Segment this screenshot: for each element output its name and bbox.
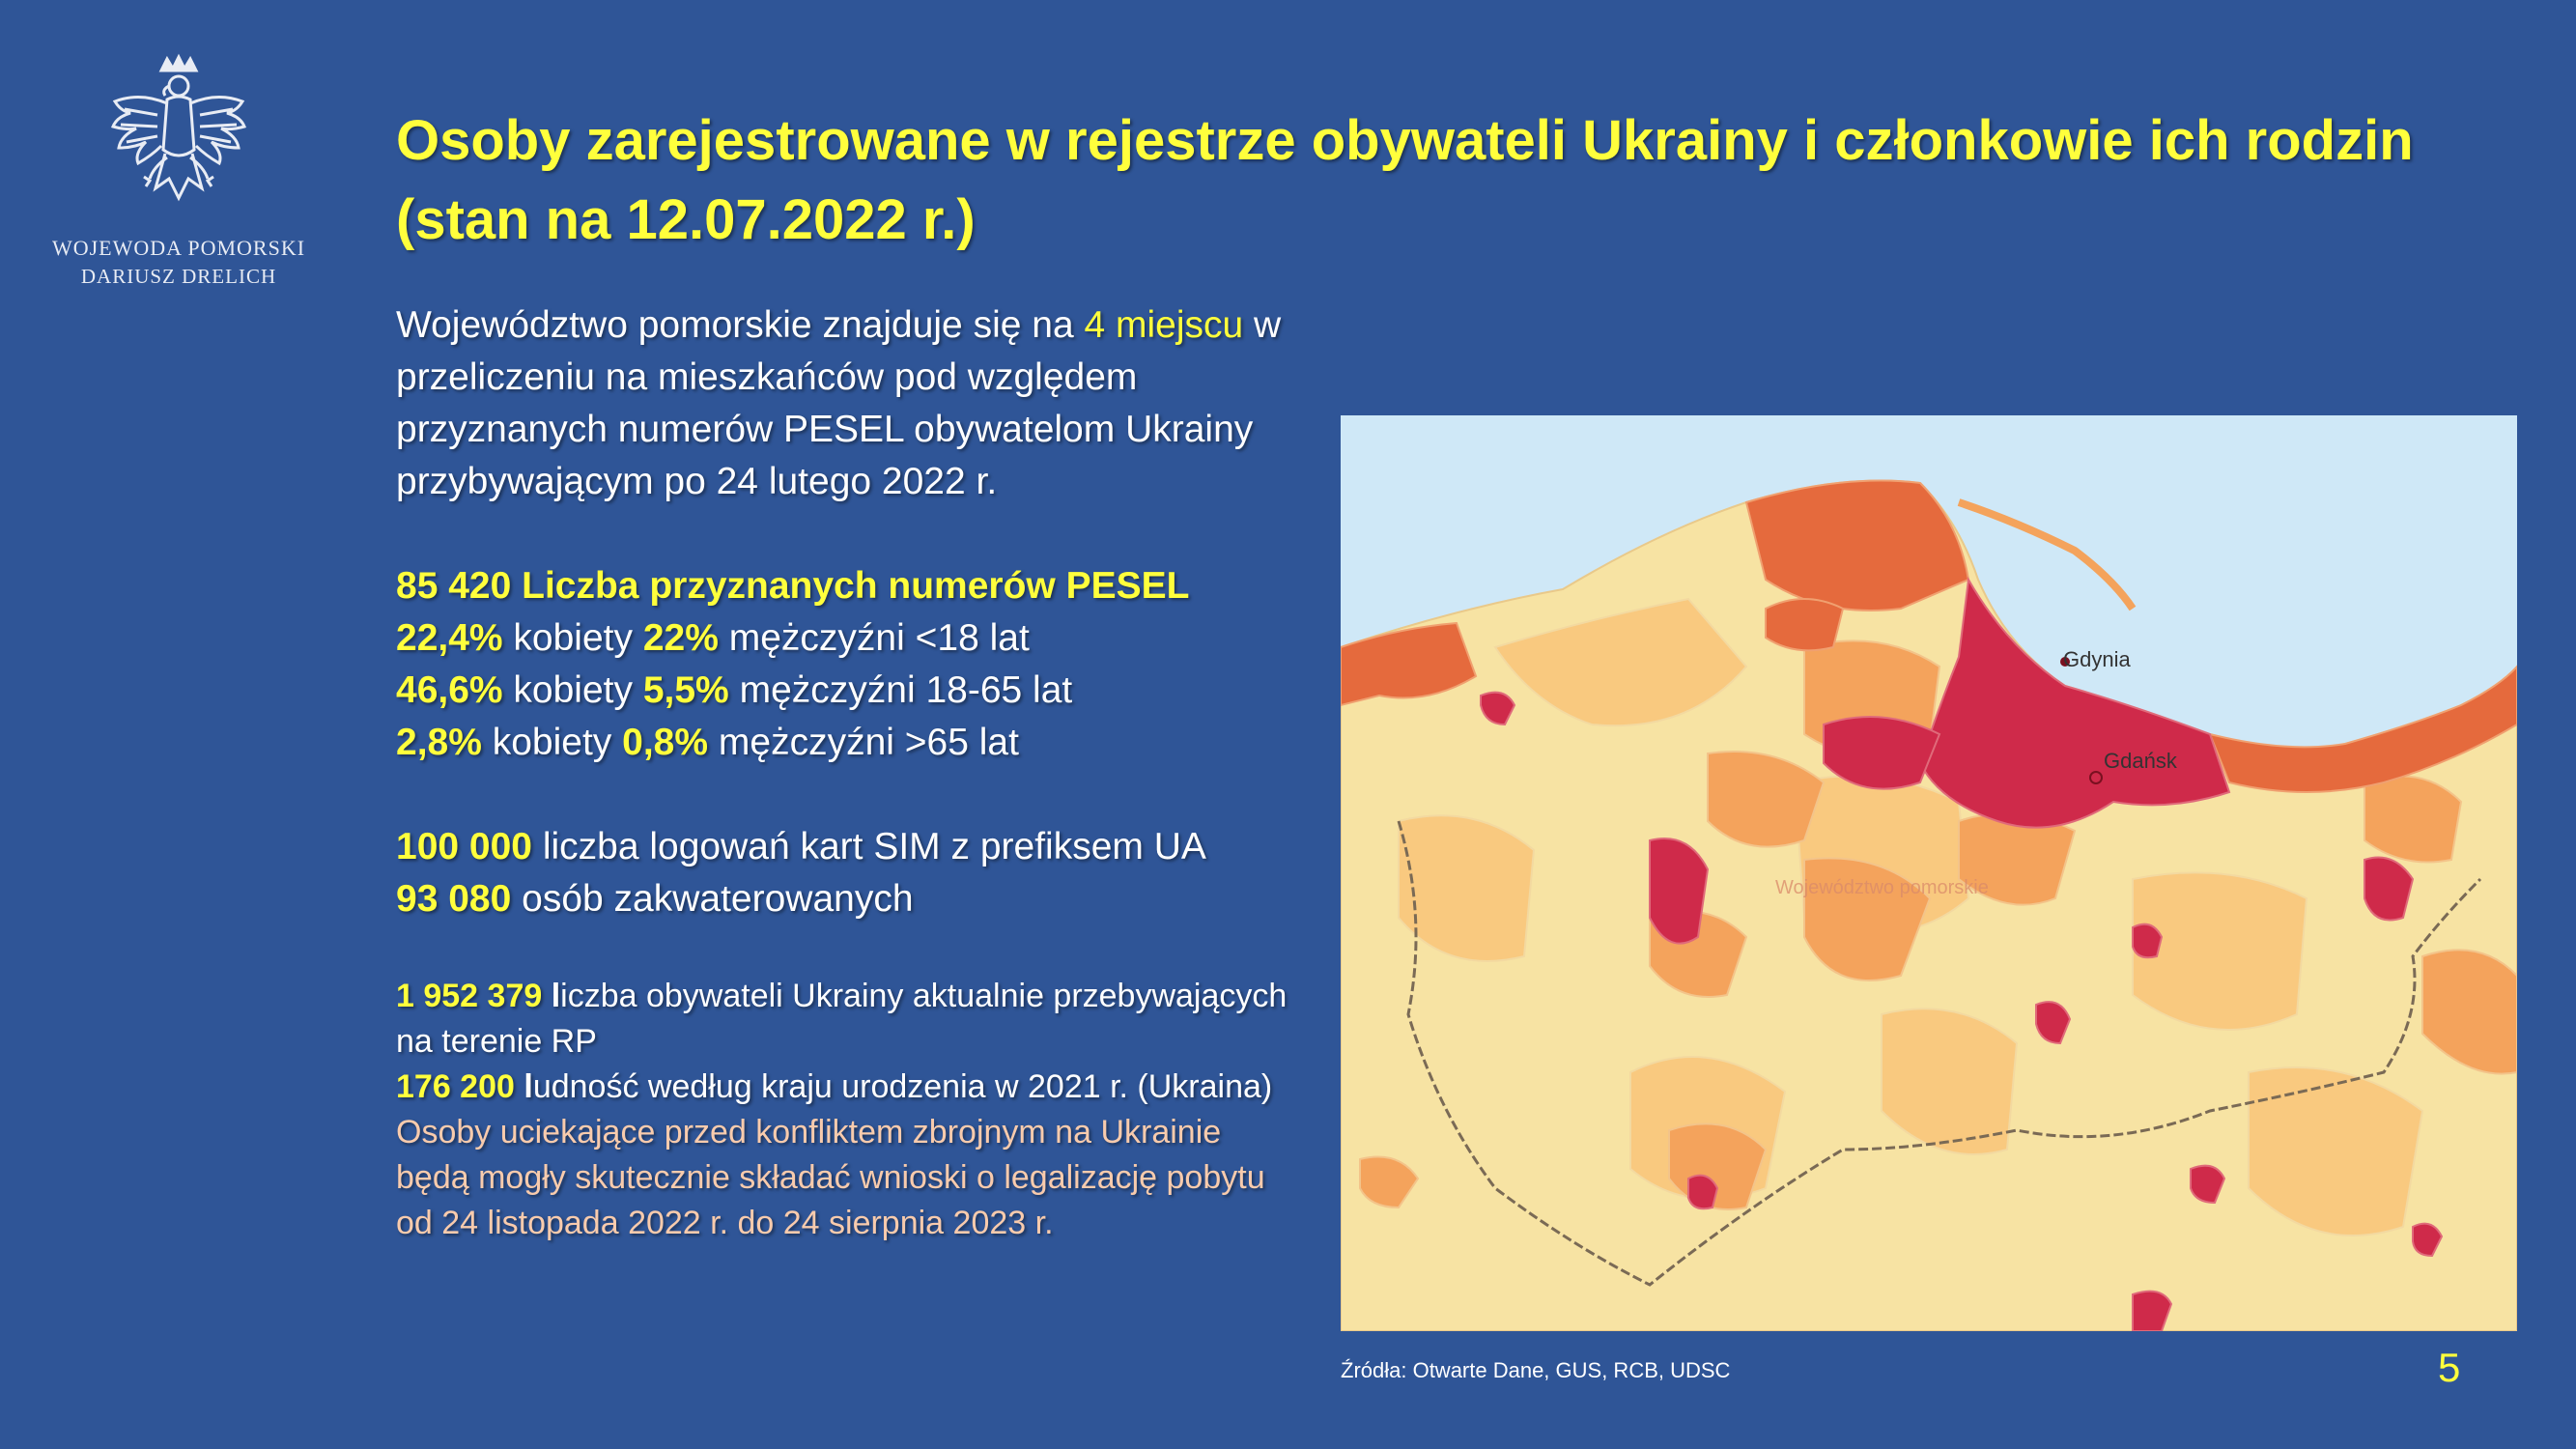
- region-medium: [1359, 1155, 1420, 1209]
- region-medium: [1803, 857, 1932, 981]
- pesel-row-18-65: 46,6% kobiety 5,5% mężczyźni 18-65 lat: [396, 665, 1294, 717]
- intro-paragraph: Województwo pomorskie znajduje się na 4 …: [396, 299, 1294, 508]
- region-highest: [2190, 1164, 2226, 1205]
- sim-label: liczba logowań kart SIM z prefiksem UA: [531, 826, 1206, 867]
- choropleth-map: Gdynia Gdańsk Województwo pomorskie: [1341, 415, 2517, 1331]
- city-label-gdynia: Gdynia: [2063, 647, 2131, 671]
- intro-rank-highlight: 4 miejscu: [1084, 304, 1244, 346]
- region-low: [2132, 871, 2308, 1031]
- census-stat: 176 200 ludność według kraju urodzenia w…: [396, 1065, 1294, 1110]
- slide-title-line1: Osoby zarejestrowane w rejestrze obywate…: [396, 109, 2414, 172]
- women-label: kobiety: [502, 617, 643, 659]
- gdynia-marker: [2060, 657, 2070, 667]
- residents-stat: 1 952 379 liczba obywateli Ukrainy aktua…: [396, 974, 1294, 1065]
- text-column: Województwo pomorskie znajduje się na 4 …: [396, 299, 1294, 1246]
- legalization-note: Osoby uciekające przed konfliktem zbrojn…: [396, 1114, 1265, 1241]
- region-low: [1398, 814, 1536, 962]
- residents-bold-letter: l: [542, 978, 561, 1014]
- women-pct: 22,4%: [396, 617, 503, 659]
- census-value: 176 200: [396, 1068, 515, 1105]
- hel-peninsula: [1957, 498, 2137, 611]
- region-highest: [1649, 838, 1710, 945]
- map-graphic: Gdynia Gdańsk Województwo pomorskie: [1341, 415, 2517, 1331]
- region-highest: [1687, 1174, 1719, 1210]
- men-pct: 22%: [642, 617, 719, 659]
- sim-value: 100 000: [396, 826, 532, 867]
- other-stats: 100 000 liczba logowań kart SIM z prefik…: [396, 821, 1294, 925]
- intro-text-part1: Województwo pomorskie znajduje się na: [396, 304, 1085, 346]
- voivodeship-border: [1397, 820, 2482, 1287]
- slide-title: Osoby zarejestrowane w rejestrze obywate…: [396, 101, 2502, 260]
- sim-stat: 100 000 liczba logowań kart SIM z prefik…: [396, 821, 1294, 873]
- pesel-stats: 85 420 Liczba przyznanych numerów PESEL …: [396, 560, 1294, 769]
- men-label: mężczyźni 18-65 lat: [728, 669, 1073, 711]
- city-label-gdansk: Gdańsk: [2104, 749, 2178, 773]
- region-highest: [1823, 716, 1941, 790]
- region-low: [2248, 1066, 2424, 1236]
- pesel-headline: 85 420 Liczba przyznanych numerów PESEL: [396, 565, 1190, 607]
- housing-stat: 93 080 osób zakwaterowanych: [396, 873, 1294, 925]
- census-bold-letter: l: [514, 1068, 533, 1105]
- polish-eagle-icon: [110, 53, 247, 202]
- region-highest: [1480, 691, 1516, 726]
- region-highest: [2035, 1001, 2072, 1045]
- region-high: [2208, 665, 2517, 793]
- residents-value: 1 952 379: [396, 978, 543, 1014]
- census-label: udność według kraju urodzenia w 2021 r. …: [532, 1068, 1273, 1105]
- logo-title: WOJEWODA POMORSKI: [51, 236, 306, 260]
- region-highest: [2364, 856, 2415, 922]
- housing-value: 93 080: [396, 878, 512, 920]
- region-medium: [1707, 751, 1826, 848]
- region-highest: [2412, 1222, 2444, 1258]
- logo-subtitle: DARIUSZ DRELICH: [80, 265, 277, 288]
- men-pct: 0,8%: [622, 722, 709, 763]
- housing-label: osób zakwaterowanych: [511, 878, 914, 920]
- region-highest: [2132, 923, 2164, 959]
- region-medium: [2364, 775, 2463, 864]
- women-pct: 46,6%: [396, 669, 503, 711]
- intro-text-part2: w przeliczeniu na mieszkańców pod względ…: [396, 304, 1282, 502]
- source-caption: Źródła: Otwarte Dane, GUS, RCB, UDSC: [1341, 1358, 1731, 1382]
- men-label: mężczyźni >65 lat: [708, 722, 1019, 763]
- region-medium: [2421, 949, 2517, 1075]
- residents-label: iczba obywateli Ukrainy aktualnie przeby…: [396, 978, 1288, 1060]
- population-stats: 1 952 379 liczba obywateli Ukrainy aktua…: [396, 974, 1294, 1246]
- slide-title-line2: (stan na 12.07.2022 r.): [396, 188, 976, 251]
- women-pct: 2,8%: [396, 722, 482, 763]
- pesel-row-under18: 22,4% kobiety 22% mężczyźni <18 lat: [396, 612, 1294, 665]
- gdansk-marker: [2089, 771, 2103, 784]
- region-low: [1881, 1008, 2019, 1155]
- region-high: [1765, 598, 1845, 652]
- region-highest: [2132, 1290, 2173, 1331]
- region-label: Województwo pomorskie: [1775, 877, 1989, 898]
- women-label: kobiety: [481, 722, 623, 763]
- logo: WOJEWODA POMORSKI DARIUSZ DRELICH: [39, 53, 319, 289]
- men-pct: 5,5%: [642, 669, 729, 711]
- page-number: 5: [2438, 1345, 2461, 1390]
- pesel-row-over65: 2,8% kobiety 0,8% mężczyźni >65 lat: [396, 717, 1294, 769]
- women-label: kobiety: [502, 669, 643, 711]
- region-low: [1493, 597, 1748, 727]
- region-high: [1341, 621, 1478, 707]
- men-label: mężczyźni <18 lat: [718, 617, 1030, 659]
